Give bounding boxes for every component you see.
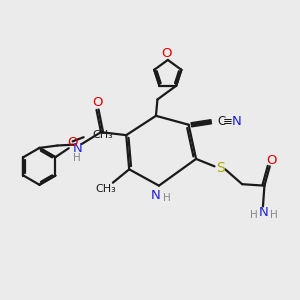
Text: CH₃: CH₃	[92, 130, 113, 140]
Text: O: O	[68, 136, 78, 149]
Text: N: N	[151, 189, 160, 202]
Text: N: N	[232, 115, 242, 128]
Text: H: H	[250, 210, 257, 220]
Text: N: N	[72, 142, 82, 155]
Text: C: C	[218, 115, 226, 128]
Text: CH₃: CH₃	[95, 184, 116, 194]
Text: H: H	[164, 193, 171, 203]
Text: H: H	[270, 210, 278, 220]
Text: O: O	[93, 96, 103, 109]
Text: S: S	[216, 161, 225, 175]
Text: N: N	[259, 206, 269, 219]
Text: H: H	[73, 153, 81, 163]
Text: O: O	[266, 154, 277, 167]
Text: ≡: ≡	[223, 115, 233, 128]
Text: O: O	[162, 47, 172, 60]
